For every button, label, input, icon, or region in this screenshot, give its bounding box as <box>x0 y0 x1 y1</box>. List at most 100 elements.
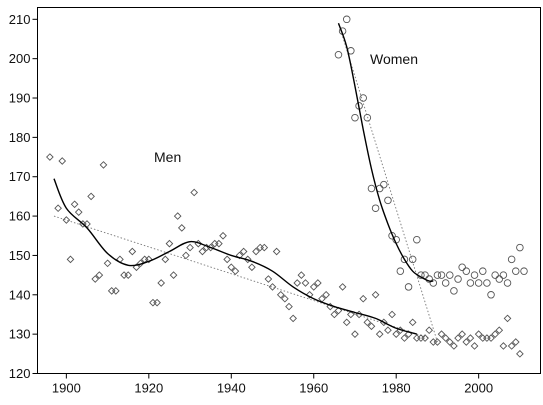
men-data-point <box>503 314 512 323</box>
men-data-point <box>322 290 330 299</box>
women-data-point <box>408 255 417 264</box>
men-data-point <box>495 326 504 335</box>
women-data-point <box>483 279 491 287</box>
men-data-point <box>260 243 269 252</box>
men-data-point <box>285 302 293 311</box>
men-data-point <box>375 330 384 338</box>
men-data-point <box>239 247 248 256</box>
women-data-point <box>351 113 359 122</box>
men-data-point <box>408 318 417 327</box>
men-data-point <box>223 255 231 264</box>
women-data-point <box>400 255 409 264</box>
men-data-point <box>149 298 157 307</box>
women-data-point <box>487 291 495 299</box>
men-data-point <box>474 330 483 338</box>
men-smooth-curve <box>53 178 418 335</box>
y-tick-label: 130 <box>9 327 31 342</box>
men-data-point <box>169 271 178 279</box>
women-data-point <box>499 271 508 279</box>
men-data-point <box>219 231 227 240</box>
y-tick-label: 120 <box>9 366 31 381</box>
men-data-point <box>173 212 182 220</box>
men-data-point <box>359 294 368 303</box>
men-data-point <box>425 326 434 335</box>
men-data-point <box>144 255 153 264</box>
men-data-point <box>46 153 54 161</box>
men-data-point <box>511 338 520 346</box>
men-data-point <box>120 271 128 279</box>
y-tick-label: 210 <box>9 12 31 27</box>
men-data-point <box>186 243 194 252</box>
women-data-point <box>380 180 388 189</box>
men-data-point <box>243 255 252 264</box>
women-data-point <box>458 263 466 271</box>
x-tick-label: 1940 <box>217 381 246 396</box>
men-data-point <box>301 279 310 287</box>
women-label: Women <box>370 51 418 67</box>
women-data-point <box>466 279 475 287</box>
men-data-point <box>347 310 355 319</box>
women-data-point <box>474 279 483 287</box>
women-data-point <box>396 267 405 275</box>
men-data-point <box>441 334 450 342</box>
men-data-point <box>483 334 491 342</box>
men-data-point <box>330 310 339 319</box>
men-data-point <box>470 342 479 350</box>
women-data-point <box>446 271 454 279</box>
men-data-point <box>429 338 438 346</box>
men-data-point <box>74 208 83 216</box>
y-tick-label: 190 <box>9 91 31 106</box>
men-data-point <box>157 279 166 287</box>
men-data-point <box>66 255 75 264</box>
men-data-point <box>87 192 95 201</box>
women-data-point <box>503 279 512 287</box>
men-data-point <box>198 247 207 256</box>
men-data-point <box>445 338 454 346</box>
men-data-point <box>421 334 429 342</box>
men-data-point <box>499 342 508 350</box>
men-data-point <box>293 279 302 287</box>
women-data-point <box>441 279 450 287</box>
women-data-point <box>495 275 504 283</box>
men-label: Men <box>154 149 181 165</box>
trend-lines <box>53 23 438 343</box>
x-tick-label: 1920 <box>134 381 163 396</box>
men-data-point <box>128 247 137 256</box>
men-data-point <box>314 279 322 287</box>
men-data-point <box>433 338 442 346</box>
women-data-point <box>359 94 367 102</box>
men-data-point <box>54 204 62 213</box>
men-data-point <box>392 330 401 338</box>
men-data-point <box>235 251 244 260</box>
men-data-point <box>400 334 409 342</box>
men-data-point <box>124 271 133 279</box>
men-data-point <box>111 287 120 295</box>
women-data-point <box>520 267 528 275</box>
women-data-point <box>413 235 421 244</box>
x-tick-label: 1960 <box>299 381 328 396</box>
y-axis: 120 130 140 150 160 170 180 190 200 210 <box>9 12 38 381</box>
x-tick-label: 1980 <box>382 381 411 396</box>
men-data-point <box>153 298 161 307</box>
men-data-point <box>371 290 380 299</box>
trend-line-1 <box>338 23 438 343</box>
men-series <box>46 153 524 358</box>
x-tick-label: 2000 <box>464 381 493 396</box>
men-data-point <box>177 224 186 232</box>
men-data-point <box>272 247 281 256</box>
women-data-point <box>507 255 516 264</box>
men-data-point <box>305 290 314 299</box>
women-data-point <box>429 279 438 287</box>
men-data-point <box>136 259 145 268</box>
men-data-point <box>215 239 223 248</box>
men-data-point <box>363 318 372 327</box>
women-data-point <box>437 271 446 279</box>
y-tick-label: 140 <box>9 287 31 302</box>
men-data-point <box>388 310 396 319</box>
men-data-point <box>412 334 421 342</box>
men-data-point <box>462 338 471 346</box>
x-axis: 1900 1920 1940 1960 1980 2000 <box>52 373 493 396</box>
men-data-point <box>454 334 462 342</box>
men-data-point <box>338 283 347 291</box>
